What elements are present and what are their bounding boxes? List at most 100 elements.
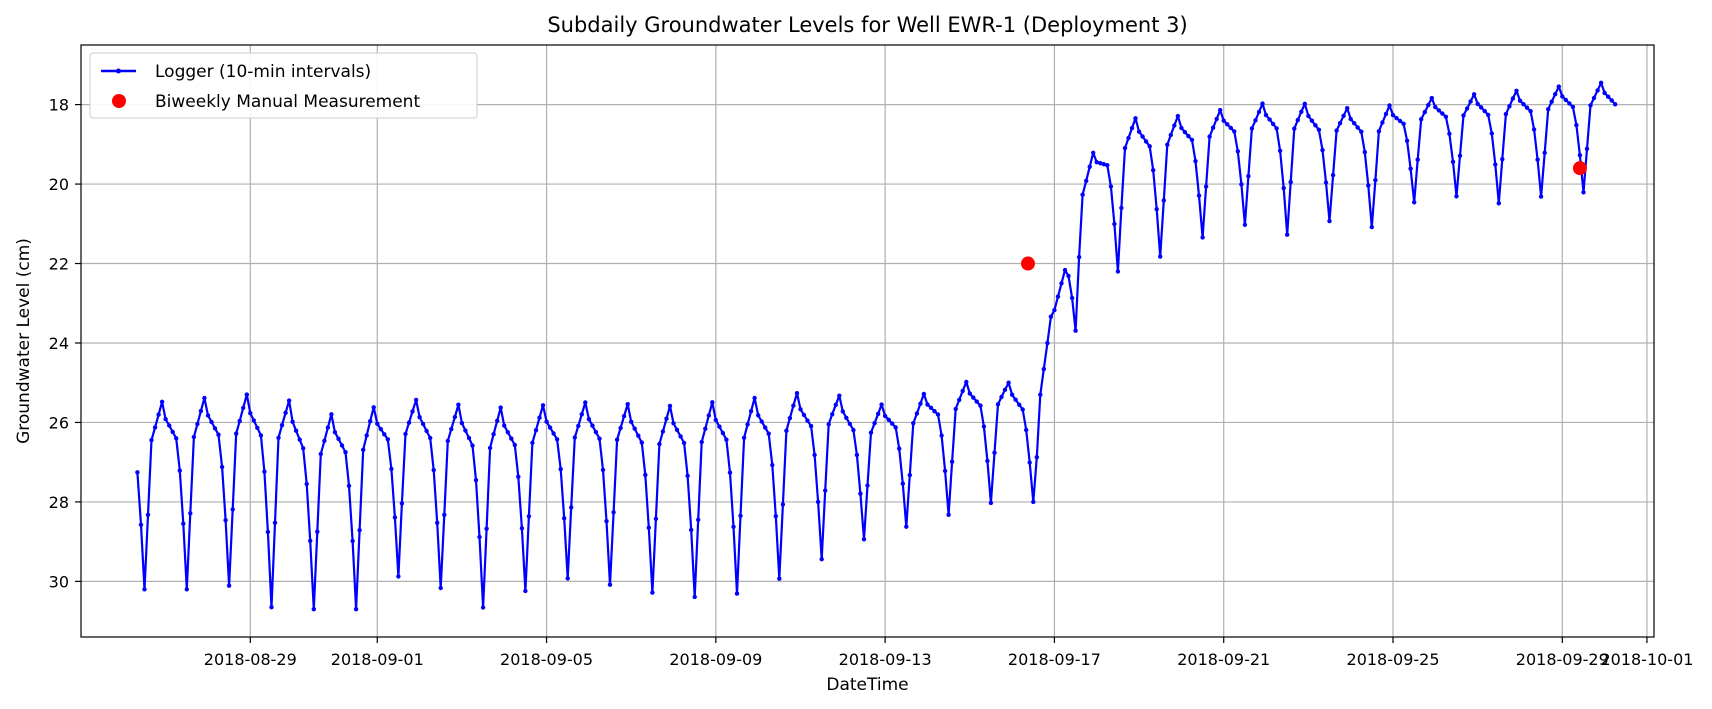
logger-point [1440,111,1445,116]
logger-point [777,576,782,581]
logger-point [1038,392,1043,397]
logger-point [974,399,979,404]
logger-point [1263,112,1269,118]
logger-point [191,434,197,440]
logger-point [681,440,687,446]
logger-point [1073,328,1078,333]
logger-point [1447,131,1452,136]
logger-point [1179,125,1184,131]
legend-scatter-marker [112,94,126,108]
logger-point [1362,149,1368,155]
logger-point [1323,180,1329,185]
logger-point [1249,126,1255,131]
logger-point [202,395,207,401]
plot-area [135,80,1618,612]
logger-point [558,467,563,472]
logger-point [1493,162,1498,167]
logger-point [1598,80,1604,86]
logger-point [837,393,842,398]
logger-point [149,437,154,443]
logger-point [840,409,845,414]
logger-point [1574,122,1579,128]
logger-point [487,445,493,451]
logger-point [346,483,352,488]
logger-point [660,429,666,434]
y-tick-label: 20 [49,175,69,194]
logger-point [911,421,916,426]
logger-point [1009,392,1015,397]
logger-point [946,512,951,517]
logger-point [241,405,246,411]
logger-point [1514,88,1519,94]
logger-point [1221,118,1226,123]
logger-point [216,432,221,437]
logger-point [1256,109,1262,115]
logger-point [988,500,994,506]
logger-point [1158,254,1163,259]
x-tick-label: 2018-09-29 [1516,650,1609,669]
logger-point [230,507,235,512]
logger-point [1041,366,1047,372]
logger-point [174,436,179,441]
logger-point [1468,99,1473,104]
x-tick-label: 2018-09-09 [669,650,762,669]
logger-point [971,395,976,400]
logger-point [583,400,588,405]
logger-point [1429,95,1435,101]
logger-point [184,587,189,592]
logger-point [1084,178,1089,183]
logger-point [1355,125,1360,130]
logger-point [297,437,302,442]
x-tick-label: 2018-09-05 [500,650,593,669]
logger-point [449,426,454,432]
logger-point [1563,97,1569,103]
logger-point [1366,183,1371,188]
logger-point [1397,118,1403,124]
logger-point [805,418,810,423]
logger-point [759,419,764,424]
logger-point [1253,118,1258,123]
logger-point [1210,125,1216,130]
logger-point [533,428,539,433]
logger-point [371,405,376,410]
logger-point [886,417,891,422]
logger-point [1521,102,1526,107]
logger-point [505,430,510,435]
logger-point [854,452,860,458]
logger-point [801,412,807,418]
legend-entry-logger: Logger (10-min intervals) [155,62,371,82]
logger-point [590,423,595,428]
logger-point [689,527,694,533]
logger-point [1225,122,1230,127]
logger-point [332,430,338,435]
logger-point [526,514,532,519]
logger-point [579,412,584,417]
logger-point [1105,163,1110,168]
logger-point [621,413,627,419]
logger-point [939,433,944,438]
logger-point [1115,269,1121,274]
logger-point [255,425,260,430]
logger-point [1260,101,1265,106]
logger-point [897,446,902,451]
logger-point [731,524,736,529]
logger-point [251,418,256,423]
logger-point [918,401,923,406]
logger-point [1196,193,1202,198]
logger-point [1267,117,1272,122]
logger-point [445,438,450,444]
manual-measurement-point [1020,256,1035,271]
logger-point [459,420,465,426]
logger-point [636,433,641,438]
logger-point [576,423,581,429]
logger-point [1002,387,1008,392]
logger-point [706,413,711,418]
logger-point [787,415,793,421]
logger-point [1055,294,1061,299]
logger-point [1510,96,1516,101]
logger-point [632,426,637,431]
logger-point [152,425,158,430]
logger-point [1277,148,1283,153]
logger-point [1471,92,1477,97]
logger-point [865,483,870,488]
